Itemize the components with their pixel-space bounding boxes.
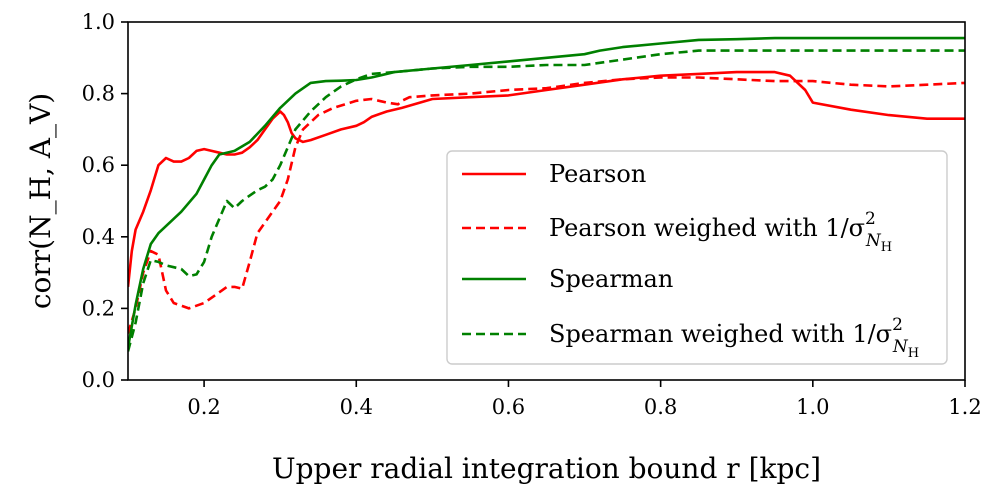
x-tick-label: 0.4 xyxy=(340,395,373,419)
x-axis-label: Upper radial integration bound r [kpc] xyxy=(272,452,821,485)
legend-entry-3: Spearman weighed with 1/σ2 NH xyxy=(549,315,919,361)
series-line-3 xyxy=(128,49,965,352)
x-tick-label: 0.2 xyxy=(187,395,220,419)
axis-labels: Upper radial integration bound r [kpc] co… xyxy=(24,93,821,485)
plot-frame xyxy=(127,21,966,381)
legend-box xyxy=(446,150,948,365)
series-line-1 xyxy=(128,76,965,334)
series-group xyxy=(128,36,965,352)
x-tick-label: 0.8 xyxy=(644,395,677,419)
y-tick-label: 0.0 xyxy=(82,368,115,392)
y-tick-label: 0.4 xyxy=(82,225,115,249)
legend-entry-2: Spearman xyxy=(549,265,673,293)
legend-entry-1: Pearson weighed with 1/σ2 NH xyxy=(549,209,892,255)
y-tick-label: 0.2 xyxy=(82,296,115,320)
legend: Pearson Pearson weighed with 1/σ2 NH Spearm… xyxy=(446,150,948,365)
x-tick-label: 0.6 xyxy=(492,395,525,419)
y-tick-label: 0.8 xyxy=(82,82,115,106)
y-tick-label: 0.6 xyxy=(82,153,115,177)
series-layer xyxy=(128,36,965,352)
x-tick-label: 1.2 xyxy=(948,395,981,419)
series-line-2 xyxy=(128,36,965,349)
axes-layer: 0.2 0.4 0.6 0.8 1.0 1.2 0.0 0.2 0.4 0.6 0.8 1.0 xyxy=(82,10,982,419)
x-tick-label: 1.0 xyxy=(796,395,829,419)
legend-entry-0: Pearson xyxy=(549,160,646,188)
y-axis-label: corr(N_H, A_V) xyxy=(24,93,57,309)
y-tick-label: 1.0 xyxy=(82,10,115,34)
